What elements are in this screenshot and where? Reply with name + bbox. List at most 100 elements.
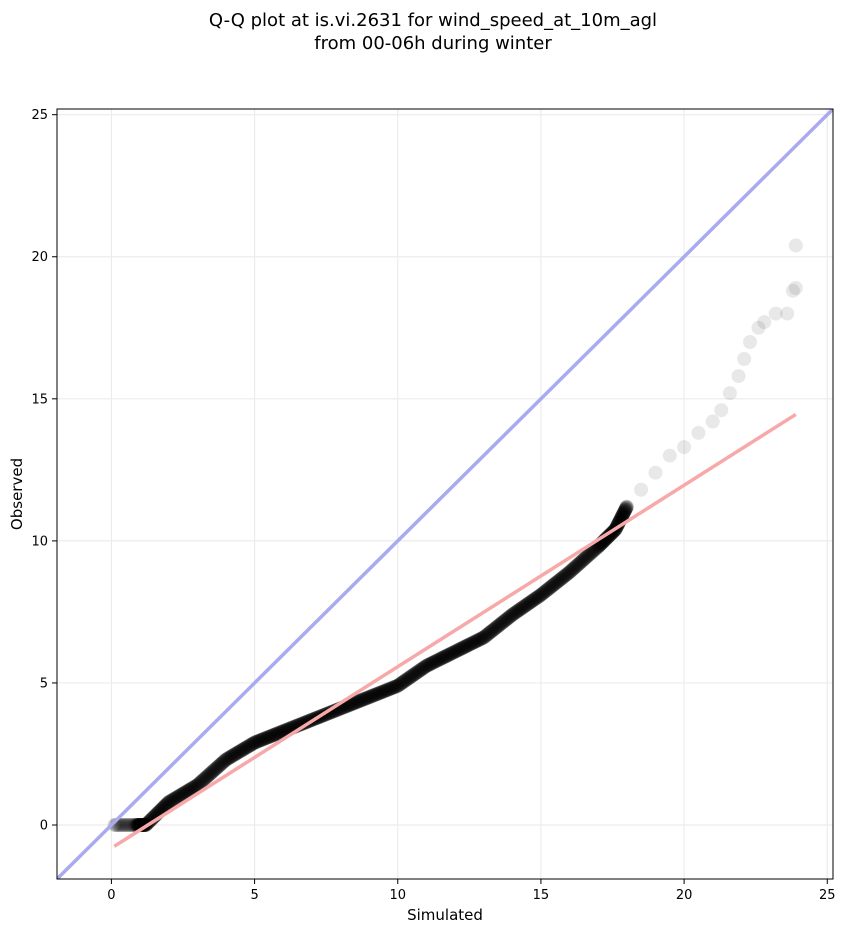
data-point-2 bbox=[108, 818, 123, 832]
data-point-423 bbox=[479, 628, 494, 643]
data-point-126 bbox=[196, 773, 210, 788]
data-point-315 bbox=[376, 684, 391, 699]
data-point-155 bbox=[223, 749, 238, 764]
data-point-427 bbox=[483, 625, 498, 640]
x-tick-label-1: 5 bbox=[250, 888, 258, 903]
data-point-161 bbox=[229, 746, 244, 761]
x-tick-label-4: 20 bbox=[676, 888, 693, 903]
data-point-373 bbox=[431, 652, 446, 667]
data-point-464 bbox=[518, 598, 533, 613]
data-point-404 bbox=[461, 638, 476, 653]
data-point-298 bbox=[360, 690, 375, 705]
data-point-372 bbox=[430, 653, 445, 668]
data-point-517 bbox=[569, 559, 584, 574]
data-point-102 bbox=[173, 788, 188, 803]
data-point-162 bbox=[230, 745, 245, 760]
data-point-183 bbox=[250, 734, 265, 749]
data-point-416 bbox=[472, 632, 487, 647]
data-point-88 bbox=[160, 796, 175, 811]
data-point-160 bbox=[228, 747, 243, 761]
data-point-450 bbox=[505, 607, 520, 622]
data-point-437 bbox=[492, 617, 507, 632]
data-point-412 bbox=[469, 634, 483, 649]
data-point-439 bbox=[494, 616, 509, 631]
data-point-21 bbox=[121, 818, 136, 832]
data-point-281 bbox=[344, 697, 358, 712]
data-point-329 bbox=[389, 679, 404, 694]
data-point-424 bbox=[480, 627, 495, 642]
data-point-90 bbox=[161, 795, 176, 810]
data-point-106 bbox=[176, 786, 191, 801]
data-point-597 bbox=[618, 502, 633, 517]
data-point-68 bbox=[144, 812, 159, 826]
data-point-195 bbox=[261, 729, 276, 744]
data-point-209 bbox=[275, 724, 290, 739]
data-point-107 bbox=[177, 785, 192, 800]
data-point-500 bbox=[553, 572, 567, 587]
data-point-189 bbox=[256, 732, 271, 747]
data-point-170 bbox=[238, 741, 252, 756]
data-point-307 bbox=[368, 687, 383, 702]
data-point-130 bbox=[199, 769, 214, 784]
data-point-282 bbox=[344, 697, 359, 711]
data-point-508 bbox=[560, 566, 575, 581]
data-point-526 bbox=[577, 551, 592, 566]
data-point-333 bbox=[393, 676, 408, 691]
data-point-432 bbox=[488, 621, 503, 636]
data-point-118 bbox=[188, 779, 203, 794]
data-point-390 bbox=[448, 644, 462, 659]
data-point-327 bbox=[387, 679, 402, 694]
data-point-614 bbox=[768, 306, 783, 321]
y-tick-label-0: 0 bbox=[40, 819, 48, 834]
data-point-415 bbox=[471, 632, 486, 647]
data-point-11 bbox=[114, 818, 129, 832]
data-point-482 bbox=[535, 586, 550, 601]
y-axis-label: Observed bbox=[8, 458, 26, 530]
data-point-285 bbox=[347, 695, 362, 710]
data-point-105 bbox=[176, 786, 190, 801]
data-point-587 bbox=[614, 509, 629, 524]
data-point-207 bbox=[273, 725, 288, 740]
data-point-402 bbox=[459, 639, 474, 653]
data-point-120 bbox=[190, 778, 205, 793]
data-point-605 bbox=[691, 425, 706, 440]
data-point-344 bbox=[404, 669, 419, 684]
data-point-374 bbox=[432, 652, 447, 667]
data-point-530 bbox=[581, 548, 596, 563]
data-point-407 bbox=[464, 636, 479, 651]
data-point-92 bbox=[163, 794, 178, 809]
data-point-167 bbox=[235, 743, 250, 757]
data-point-25 bbox=[124, 818, 138, 832]
data-point-178 bbox=[245, 736, 260, 751]
data-point-310 bbox=[371, 686, 386, 701]
data-point-513 bbox=[565, 562, 580, 577]
data-point-158 bbox=[226, 748, 241, 763]
data-point-419 bbox=[475, 631, 490, 645]
data-point-317 bbox=[378, 683, 393, 698]
data-point-22 bbox=[122, 818, 136, 832]
data-point-314 bbox=[375, 684, 390, 699]
y-tick-label-2: 10 bbox=[31, 534, 48, 549]
data-point-173 bbox=[240, 739, 255, 754]
data-point-612 bbox=[751, 320, 766, 335]
data-point-110 bbox=[180, 783, 195, 798]
data-point-393 bbox=[450, 643, 465, 658]
data-point-422 bbox=[478, 629, 493, 643]
data-point-86 bbox=[158, 798, 173, 813]
data-point-453 bbox=[508, 605, 523, 620]
data-point-590 bbox=[616, 507, 630, 522]
data-point-194 bbox=[260, 730, 275, 745]
data-point-495 bbox=[548, 576, 563, 591]
data-point-114 bbox=[184, 781, 199, 796]
data-point-395 bbox=[452, 642, 467, 657]
data-point-610 bbox=[737, 352, 752, 366]
data-point-410 bbox=[467, 635, 482, 650]
data-point-100 bbox=[171, 789, 186, 804]
data-point-321 bbox=[382, 682, 397, 697]
data-point-449 bbox=[504, 608, 519, 623]
data-point-341 bbox=[401, 671, 416, 686]
data-point-14 bbox=[116, 818, 131, 832]
data-point-129 bbox=[198, 770, 213, 785]
data-point-384 bbox=[442, 647, 457, 662]
data-point-109 bbox=[179, 784, 194, 799]
